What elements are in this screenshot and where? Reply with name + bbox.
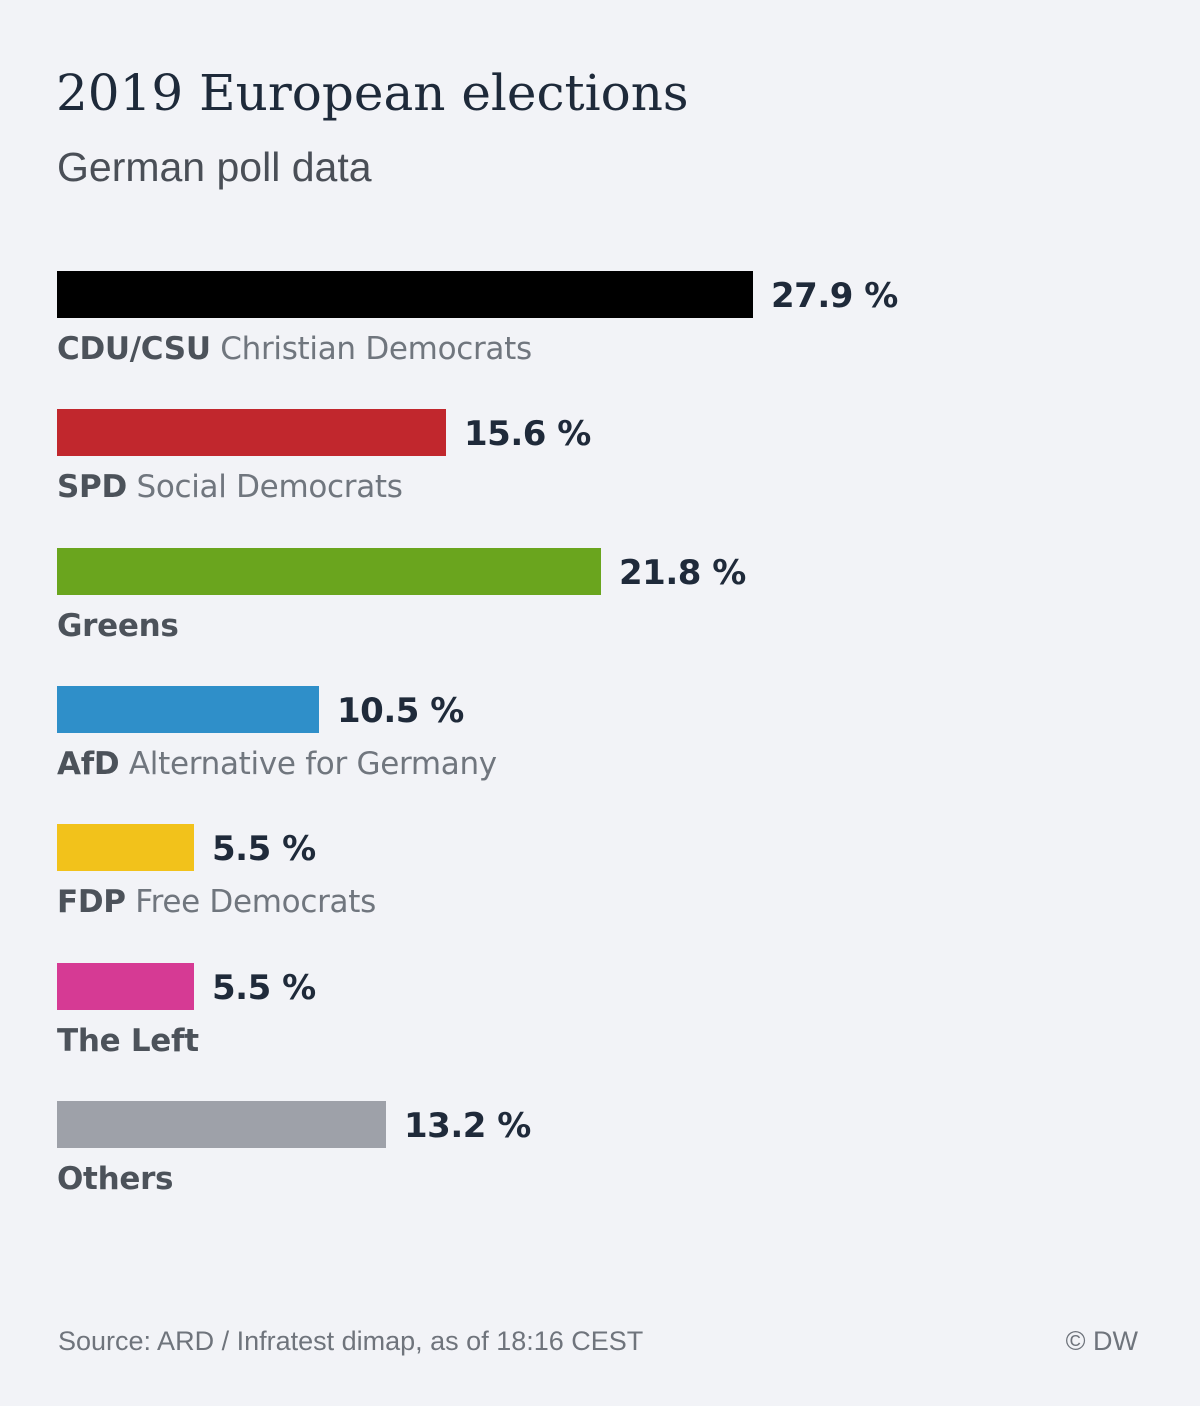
bar xyxy=(57,409,446,457)
bar-row: 27.9 % CDU/CSU Christian Democrats xyxy=(0,271,1200,401)
category-label: SPD Social Democrats xyxy=(57,467,403,507)
bar xyxy=(57,685,319,733)
category-label: CDU/CSU Christian Democrats xyxy=(57,329,532,369)
party-abbreviation: Greens xyxy=(57,607,179,644)
category-label: The Left xyxy=(57,1021,199,1061)
bar xyxy=(57,1100,386,1148)
bar-row: 21.8 % Greens xyxy=(0,547,1200,678)
data-label: 5.5 % xyxy=(212,829,316,870)
party-abbreviation: AfD xyxy=(57,745,120,782)
bar-row: 5.5 % The Left xyxy=(0,962,1200,1093)
party-full-name: Free Democrats xyxy=(125,884,376,921)
category-label: Greens xyxy=(57,606,179,646)
party-abbreviation: FDP xyxy=(57,884,126,921)
bar-row: 10.5 % AfD Alternative for Germany xyxy=(0,685,1200,816)
copyright-credit: © DW xyxy=(1065,1326,1138,1356)
category-label: Others xyxy=(57,1159,174,1199)
party-abbreviation: SPD xyxy=(57,469,127,506)
bar-row: 13.2 % Others xyxy=(0,1100,1200,1231)
data-label: 15.6 % xyxy=(464,414,591,455)
bar-chart: 27.9 % CDU/CSU Christian Democrats 15.6 % S… xyxy=(0,271,1200,1231)
category-label: AfD Alternative for Germany xyxy=(57,744,497,784)
bar xyxy=(57,824,194,872)
bar xyxy=(57,271,753,318)
chart-subtitle: German poll data xyxy=(57,144,372,190)
party-full-name: Christian Democrats xyxy=(210,331,532,367)
chart-title: 2019 European elections xyxy=(56,64,689,122)
bar-row: 5.5 % FDP Free Democrats xyxy=(0,824,1200,954)
party-full-name: Alternative for Germany xyxy=(119,745,497,782)
source-note: Source: ARD / Infratest dimap, as of 18:… xyxy=(58,1326,644,1356)
party-abbreviation: The Left xyxy=(57,1022,199,1059)
data-label: 10.5 % xyxy=(337,690,464,731)
party-abbreviation: Others xyxy=(57,1160,174,1197)
category-label: FDP Free Democrats xyxy=(57,882,376,922)
bar-row: 15.6 % SPD Social Democrats xyxy=(0,409,1200,539)
party-abbreviation: CDU/CSU xyxy=(57,331,211,367)
bar xyxy=(57,962,194,1010)
data-label: 27.9 % xyxy=(771,276,898,316)
data-label: 5.5 % xyxy=(212,967,316,1008)
bar xyxy=(57,547,601,595)
data-label: 13.2 % xyxy=(404,1105,531,1146)
party-full-name: Social Democrats xyxy=(126,469,403,506)
data-label: 21.8 % xyxy=(619,552,746,593)
